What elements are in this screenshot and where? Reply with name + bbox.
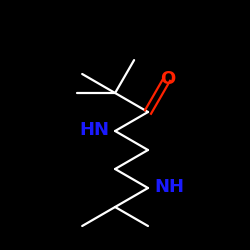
Text: HN: HN <box>79 121 109 139</box>
Text: O: O <box>160 70 176 88</box>
Text: NH: NH <box>154 178 184 196</box>
